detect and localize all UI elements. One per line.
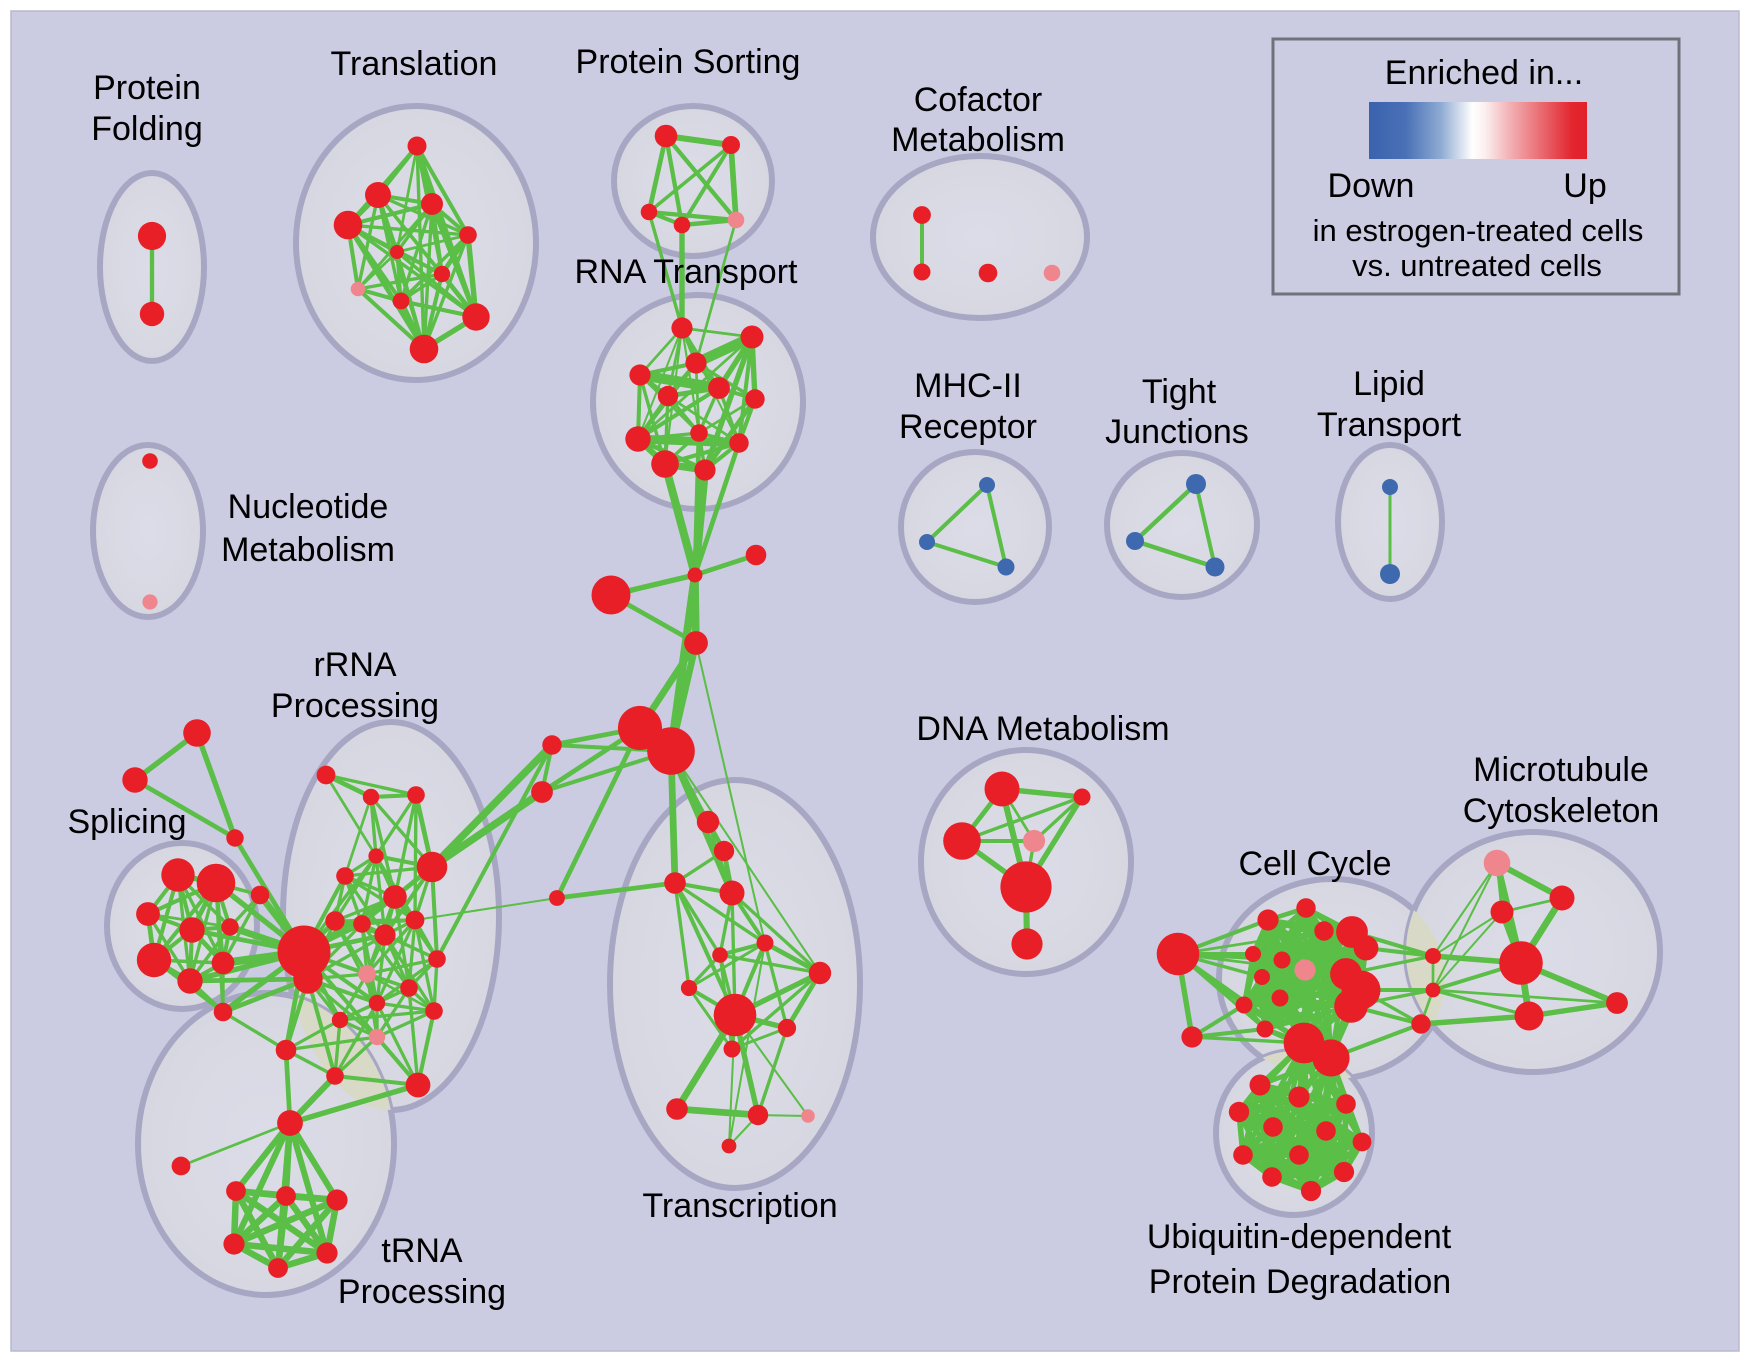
svg-text:Transcription: Transcription bbox=[642, 1187, 837, 1225]
svg-text:Lipid: Lipid bbox=[1353, 365, 1425, 403]
svg-text:Nucleotide: Nucleotide bbox=[228, 488, 389, 526]
svg-text:DNA Metabolism: DNA Metabolism bbox=[916, 710, 1169, 748]
svg-text:Cytoskeleton: Cytoskeleton bbox=[1463, 792, 1660, 830]
svg-text:RNA Transport: RNA Transport bbox=[575, 253, 799, 291]
svg-text:tRNA: tRNA bbox=[381, 1232, 463, 1270]
svg-text:Protein Degradation: Protein Degradation bbox=[1149, 1263, 1451, 1301]
svg-text:Splicing: Splicing bbox=[67, 803, 186, 841]
svg-text:Receptor: Receptor bbox=[899, 408, 1037, 446]
svg-text:Cell Cycle: Cell Cycle bbox=[1238, 845, 1391, 883]
svg-text:Folding: Folding bbox=[91, 110, 203, 148]
svg-text:Enriched in...: Enriched in... bbox=[1385, 54, 1583, 92]
svg-text:Transport: Transport bbox=[1317, 406, 1462, 444]
svg-text:MHC-II: MHC-II bbox=[914, 367, 1022, 405]
svg-text:Junctions: Junctions bbox=[1105, 413, 1249, 451]
svg-text:Microtubule: Microtubule bbox=[1473, 751, 1649, 789]
svg-text:Cofactor: Cofactor bbox=[914, 81, 1043, 119]
svg-text:Metabolism: Metabolism bbox=[221, 531, 395, 569]
svg-text:Tight: Tight bbox=[1142, 373, 1217, 411]
svg-text:Up: Up bbox=[1563, 167, 1606, 205]
svg-text:in estrogen-treated cells: in estrogen-treated cells bbox=[1313, 213, 1644, 248]
svg-text:rRNA: rRNA bbox=[313, 646, 396, 684]
svg-text:Processing: Processing bbox=[271, 687, 439, 725]
svg-text:vs. untreated cells: vs. untreated cells bbox=[1352, 248, 1602, 283]
svg-text:Translation: Translation bbox=[331, 45, 498, 83]
svg-text:Ubiquitin-dependent: Ubiquitin-dependent bbox=[1147, 1218, 1452, 1256]
svg-text:Down: Down bbox=[1328, 167, 1415, 205]
svg-text:Metabolism: Metabolism bbox=[891, 121, 1065, 159]
svg-text:Protein: Protein bbox=[93, 69, 201, 107]
svg-text:Processing: Processing bbox=[338, 1273, 506, 1311]
svg-text:Protein Sorting: Protein Sorting bbox=[576, 43, 801, 81]
